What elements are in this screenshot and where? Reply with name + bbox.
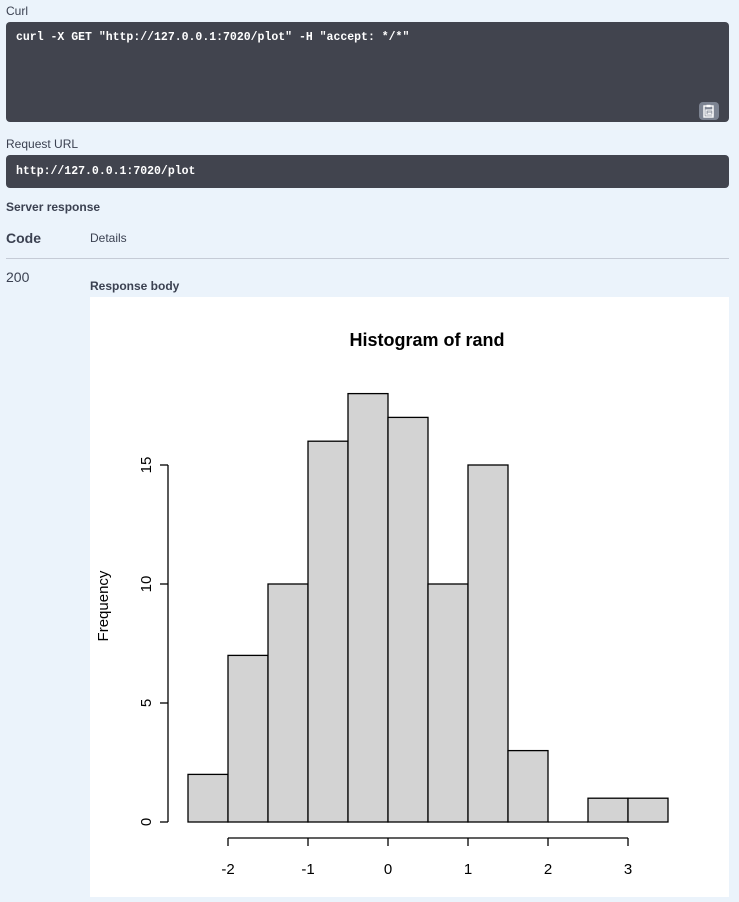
y-tick-label: 0 [138,818,155,826]
x-tick-label: 2 [544,861,552,878]
copy-to-clipboard-button[interactable] [699,102,719,120]
response-plot-image: Histogram of rand Frequency -2 -1 0 1 2 3 0 5 1… [90,297,729,897]
response-body-label: Response body [90,279,179,293]
table-divider [6,258,729,259]
y-tick-label: 15 [138,457,155,474]
request-url-value: http://127.0.0.1:7020/plot [16,165,195,178]
curl-command-box[interactable]: curl -X GET "http://127.0.0.1:7020/plot"… [6,22,729,122]
y-tick-label: 5 [138,699,155,707]
x-tick-label: -1 [301,861,314,878]
histogram-bar [388,417,428,822]
chart-title: Histogram of rand [349,330,504,350]
histogram-bar [508,751,548,822]
histogram-bar [188,774,228,822]
histogram-chart: Histogram of rand Frequency -2 -1 0 1 2 3 0 5 1… [90,297,729,897]
x-tick-label: 1 [464,861,472,878]
status-code: 200 [6,269,29,285]
code-column-header: Code [6,230,41,246]
histogram-bar [228,655,268,822]
details-column-header: Details [90,231,127,245]
x-tick-label: 0 [384,861,392,878]
curl-command: curl -X GET "http://127.0.0.1:7020/plot"… [16,31,409,44]
histogram-bar [628,798,668,822]
histogram-bar [348,394,388,822]
y-axis-label: Frequency [95,570,112,641]
y-tick-label: 10 [138,576,155,593]
request-url-box[interactable]: http://127.0.0.1:7020/plot [6,155,729,188]
histogram-bar [268,584,308,822]
histogram-bar [428,584,468,822]
x-tick-label: -2 [221,861,234,878]
server-response-label: Server response [6,200,100,214]
histogram-bar [308,441,348,822]
histogram-bar [468,465,508,822]
curl-label: Curl [6,4,28,18]
histogram-bar [588,798,628,822]
clipboard-icon [702,104,716,118]
request-url-label: Request URL [6,137,78,151]
x-tick-label: 3 [624,861,632,878]
